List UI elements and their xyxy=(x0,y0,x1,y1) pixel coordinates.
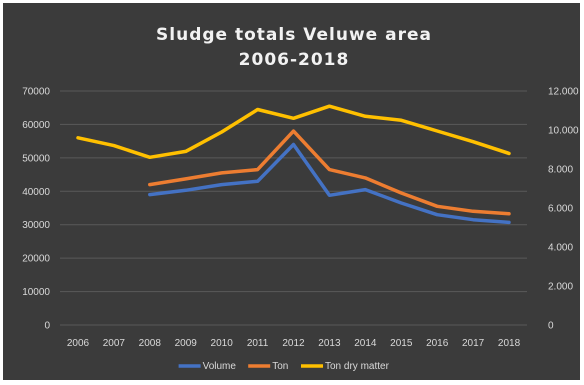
chart-area: Sludge totals Veluwe area 2006-2018 0 100… xyxy=(3,3,580,380)
legend-label: Ton dry matter xyxy=(325,361,390,372)
left-axis-tick-label: 60000 xyxy=(22,120,50,131)
right-axis-tick-label: 10.000 xyxy=(548,126,579,137)
x-axis-tick-label: 2015 xyxy=(390,338,413,349)
right-axis-tick-label: 6.000 xyxy=(548,204,573,215)
x-axis-tick-label: 2013 xyxy=(318,338,341,349)
left-axis-tick-label: 40000 xyxy=(22,187,50,198)
left-axis-tick-label: 70000 xyxy=(22,87,50,98)
x-axis-tick-label: 2018 xyxy=(498,338,521,349)
legend-item: Ton xyxy=(248,361,288,372)
series-lines xyxy=(76,104,511,225)
series-line-ton-dry-matter xyxy=(76,104,511,160)
right-axis-tick-label: 2.000 xyxy=(548,282,573,293)
right-axis-tick-label: 4.000 xyxy=(548,243,573,254)
right-axis-tick-label: 12.000 xyxy=(548,87,579,98)
x-axis-tick-label: 2007 xyxy=(103,338,126,349)
x-axis: 2006 2007 2008 2009 2010 2011 2012 2013 2014 2015… xyxy=(67,338,521,349)
legend: Volume Ton Ton dry matter xyxy=(178,361,390,372)
x-axis-tick-label: 2017 xyxy=(462,338,485,349)
x-axis-tick-label: 2008 xyxy=(139,338,162,349)
chart-title-line-1: Sludge totals Veluwe area xyxy=(156,25,432,45)
left-axis-tick-label: 30000 xyxy=(22,220,50,231)
right-axis-tick-label: 8.000 xyxy=(548,165,573,176)
left-y-axis: 0 10000 20000 30000 40000 50000 60000 70000 xyxy=(22,87,50,332)
legend-item: Volume xyxy=(178,361,237,372)
series-line-ton xyxy=(148,129,511,216)
left-axis-tick-label: 10000 xyxy=(22,287,50,298)
x-axis-tick-label: 2010 xyxy=(211,338,234,349)
line-chart: Sludge totals Veluwe area 2006-2018 0 100… xyxy=(22,25,579,372)
x-axis-tick-label: 2006 xyxy=(67,338,90,349)
x-axis-tick-label: 2014 xyxy=(354,338,377,349)
right-y-axis: 0 2.000 4.000 6.000 8.000 10.000 12.000 xyxy=(548,87,579,332)
chart-title-line-2: 2006-2018 xyxy=(239,50,350,70)
x-axis-tick-label: 2011 xyxy=(247,338,269,349)
left-axis-tick-label: 50000 xyxy=(22,153,50,164)
gridlines xyxy=(60,90,527,326)
series-line-volume xyxy=(148,142,511,225)
left-axis-tick-label: 20000 xyxy=(22,254,50,265)
x-axis-tick-label: 2009 xyxy=(175,338,198,349)
x-axis-tick-label: 2016 xyxy=(426,338,449,349)
left-axis-tick-label: 0 xyxy=(44,321,50,332)
x-axis-tick-label: 2012 xyxy=(282,338,305,349)
legend-label: Volume xyxy=(203,361,237,372)
right-axis-tick-label: 0 xyxy=(548,321,554,332)
legend-item: Ton dry matter xyxy=(301,361,390,372)
legend-label: Ton xyxy=(272,361,288,372)
